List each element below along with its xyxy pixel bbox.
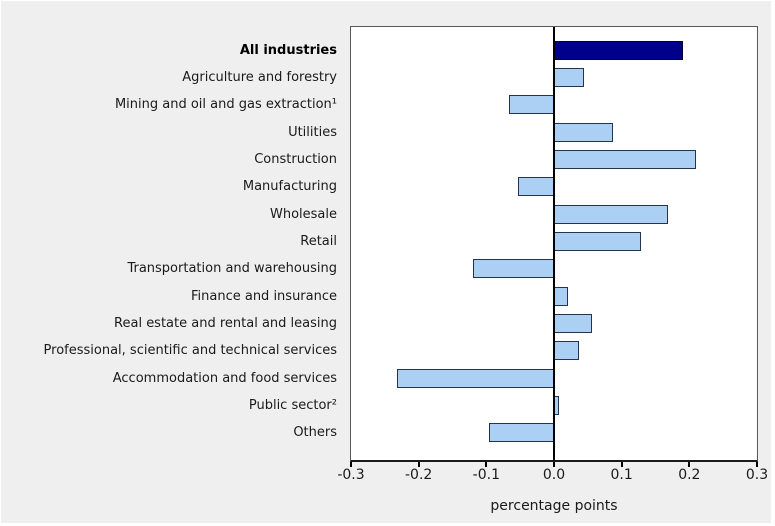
x-tick-mark xyxy=(350,462,352,467)
bar xyxy=(508,95,554,115)
category-label: Utilities xyxy=(288,124,337,140)
bar xyxy=(554,67,585,87)
category-label: Mining and oil and gas extraction¹ xyxy=(114,97,337,113)
zero-axis-line xyxy=(553,27,555,460)
x-tick-label: -0.3 xyxy=(337,467,365,483)
category-label: Public sector² xyxy=(248,398,337,414)
category-label: Construction xyxy=(254,151,337,167)
x-tick-label: 0.0 xyxy=(542,467,566,483)
category-label: Agriculture and forestry xyxy=(182,69,337,85)
category-label: Real estate and rental and leasing xyxy=(114,316,337,331)
category-label: All industries xyxy=(239,42,337,58)
x-tick-mark xyxy=(485,462,488,467)
category-label: Manufacturing xyxy=(242,179,337,195)
category-label: Wholesale xyxy=(269,206,337,222)
x-tick-mark xyxy=(553,462,555,467)
bar xyxy=(397,368,554,388)
x-tick-label: -0.2 xyxy=(404,467,433,483)
category-label: Retail xyxy=(300,233,337,249)
x-tick-label: 0.2 xyxy=(678,467,701,483)
x-tick-mark xyxy=(417,462,420,467)
category-label: Others xyxy=(293,425,337,441)
x-tick-mark xyxy=(620,462,623,467)
bar xyxy=(554,314,592,333)
bar xyxy=(554,204,668,224)
bar xyxy=(554,286,569,306)
category-label: Transportation and warehousing xyxy=(127,261,337,277)
x-tick-label: 0.3 xyxy=(745,467,769,483)
bar xyxy=(554,341,580,361)
bar xyxy=(518,177,554,197)
category-axis-labels: All industries Agriculture and forestry Mi… xyxy=(0,27,342,463)
x-axis-title: percentage points xyxy=(490,498,618,514)
bar xyxy=(554,231,642,251)
x-tick-mark xyxy=(688,462,691,467)
x-tick-label: -0.1 xyxy=(472,467,500,483)
x-tick-mark xyxy=(756,462,758,467)
plot-area xyxy=(350,26,758,462)
bar xyxy=(554,122,613,142)
bar xyxy=(554,40,683,60)
x-tick-label: 0.1 xyxy=(610,467,633,483)
category-label: Accommodation and food services xyxy=(112,370,337,386)
bar xyxy=(554,149,697,169)
bar xyxy=(472,259,554,279)
bar xyxy=(489,423,554,443)
category-label: Finance and insurance xyxy=(190,288,337,304)
category-label: Professional, scientific and technical s… xyxy=(43,343,337,359)
